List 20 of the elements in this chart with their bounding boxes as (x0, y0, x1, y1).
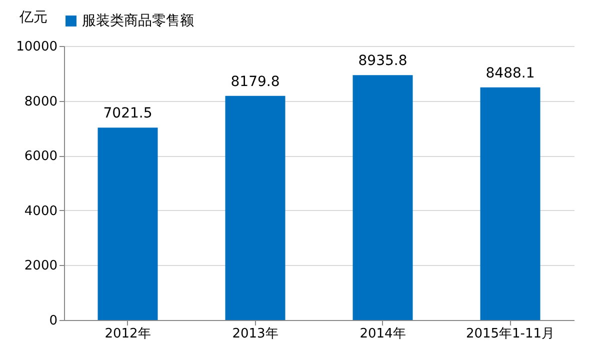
x-tick-label: 2013年 (232, 326, 278, 342)
data-label: 8179.8 (230, 74, 280, 90)
data-label: 8488.1 (486, 65, 535, 82)
x-tick-label: 2012年 (104, 326, 151, 342)
y-tick-label: 2000 (24, 258, 58, 274)
y-tick-label: 0 (49, 314, 58, 328)
bar (352, 75, 413, 320)
x-tick-label: 2014年 (360, 326, 406, 342)
y-tick-label: 6000 (24, 149, 58, 164)
y-tick-label: 10000 (16, 40, 58, 54)
x-tick-label: 2015年1-11月 (466, 326, 555, 342)
legend-label: 服装类商品零售额 (82, 13, 194, 29)
bar (225, 96, 286, 320)
bar (98, 128, 158, 320)
y-tick-label: 4000 (24, 204, 58, 219)
y-axis-title: 亿元 (18, 10, 48, 26)
data-label: 7021.5 (103, 106, 152, 122)
data-label: 8935.8 (358, 53, 408, 70)
y-tick-label: 8000 (24, 94, 58, 110)
bar (480, 87, 540, 320)
